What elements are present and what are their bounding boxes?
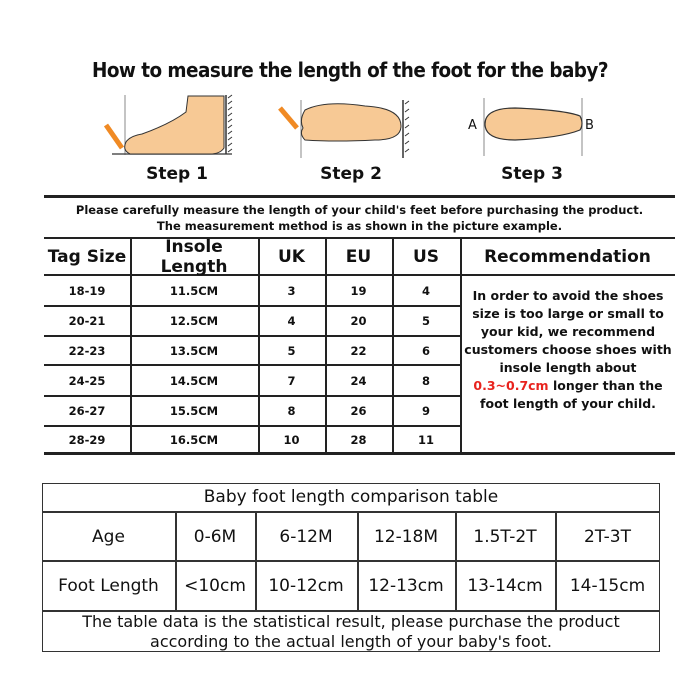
foot-length-label: Foot Length <box>58 575 159 596</box>
table-cell: 22-23 <box>68 343 106 358</box>
table-cell: 7 <box>287 373 296 388</box>
divider <box>44 237 675 239</box>
header-us: US <box>412 246 440 267</box>
table-cell: 24 <box>350 373 367 388</box>
column-divider <box>357 511 359 611</box>
step-3-label: Step 3 <box>501 164 563 184</box>
row-divider <box>44 425 460 427</box>
header-recommendation: Recommendation <box>484 246 651 267</box>
note-line-1: The table data is the statistical result… <box>82 612 620 631</box>
table-cell: 9 <box>421 404 430 418</box>
step-2-label: Step 2 <box>320 164 382 184</box>
column-divider <box>258 237 260 453</box>
table-cell: 8 <box>421 373 430 388</box>
recommendation-highlight: 0.3~0.7cm <box>473 378 549 393</box>
page-title: How to measure the length of the foot fo… <box>91 58 609 82</box>
table-cell: 20 <box>350 314 367 328</box>
table-cell: 22 <box>350 343 367 358</box>
foot-length-cell: 13-14cm <box>467 575 543 596</box>
step-1-label: Step 1 <box>146 164 208 184</box>
table-cell: 12.5CM <box>169 314 219 328</box>
table-cell: 15.5CM <box>169 404 219 418</box>
table-cell: 26-27 <box>68 404 106 418</box>
baby-table-title: Baby foot length comparison table <box>203 487 499 507</box>
recommendation-tail: longer than the foot length of your chil… <box>480 378 663 411</box>
point-b-label: B <box>585 118 594 133</box>
row-divider <box>44 335 460 337</box>
column-divider <box>255 511 257 611</box>
table-cell: 5 <box>421 314 430 328</box>
step1-foot-illustration <box>103 94 233 155</box>
row-divider <box>44 364 460 366</box>
foot-length-cell: 12-13cm <box>368 575 444 596</box>
age-cell: 1.5T-2T <box>473 526 537 547</box>
column-divider <box>392 237 394 453</box>
divider <box>42 610 660 612</box>
foot-length-cell: <10cm <box>184 575 246 596</box>
header-tag-size: Tag Size <box>47 246 127 267</box>
age-cell: 2T-3T <box>584 526 631 547</box>
header-insole-length: Insole Length <box>160 236 228 277</box>
header-uk: UK <box>278 246 305 267</box>
measurement-illustrations <box>103 94 583 158</box>
table-cell: 13.5CM <box>169 343 219 358</box>
table-cell: 5 <box>287 343 296 358</box>
table-cell: 14.5CM <box>169 373 219 388</box>
divider <box>44 274 675 276</box>
table-cell: 4 <box>287 314 296 328</box>
table-cell: 28-29 <box>68 432 106 447</box>
column-divider <box>555 511 557 611</box>
divider <box>44 452 675 455</box>
divider <box>42 560 660 562</box>
note-line-2: according to the actual length of your b… <box>150 632 552 651</box>
table-cell: 24-25 <box>68 373 106 388</box>
table-cell: 4 <box>421 283 430 298</box>
table-cell: 28 <box>350 432 367 447</box>
divider <box>42 511 660 513</box>
table-cell: 18-19 <box>68 283 106 298</box>
age-label: Age <box>92 526 125 547</box>
notice-line-1: Please carefully measure the length of y… <box>75 203 644 217</box>
column-divider <box>130 237 132 453</box>
column-divider <box>325 237 327 453</box>
row-divider <box>44 305 460 307</box>
table-cell: 20-21 <box>68 314 106 328</box>
table-cell: 11.5CM <box>169 283 219 298</box>
table-cell: 6 <box>421 343 430 358</box>
step3-sole-illustration <box>483 98 583 156</box>
baby-table-note: The table data is the statistical result… <box>42 612 660 652</box>
divider <box>44 195 675 198</box>
table-cell: 11 <box>417 432 434 447</box>
header-eu: EU <box>345 246 372 267</box>
step2-foot-illustration <box>278 100 410 158</box>
age-cell: 6-12M <box>279 526 333 547</box>
baby-foot-table <box>42 483 660 652</box>
age-cell: 0-6M <box>193 526 237 547</box>
point-a-label: A <box>468 118 477 133</box>
age-cell: 12-18M <box>373 526 439 547</box>
table-cell: 3 <box>287 283 296 298</box>
foot-length-cell: 10-12cm <box>268 575 344 596</box>
recommendation-text: In order to avoid the shoes size is too … <box>461 287 675 413</box>
recommendation-body: In order to avoid the shoes size is too … <box>464 288 672 375</box>
column-divider <box>460 237 462 453</box>
foot-length-cell: 14-15cm <box>569 575 646 596</box>
notice-line-2: The measurement method is as shown in th… <box>156 219 563 233</box>
table-cell: 8 <box>287 404 296 418</box>
column-divider <box>175 511 177 611</box>
row-divider <box>44 395 460 397</box>
table-cell: 26 <box>350 404 367 418</box>
table-cell: 10 <box>283 432 300 447</box>
table-cell: 16.5CM <box>169 432 219 447</box>
column-divider <box>455 511 457 611</box>
table-cell: 19 <box>350 283 367 298</box>
